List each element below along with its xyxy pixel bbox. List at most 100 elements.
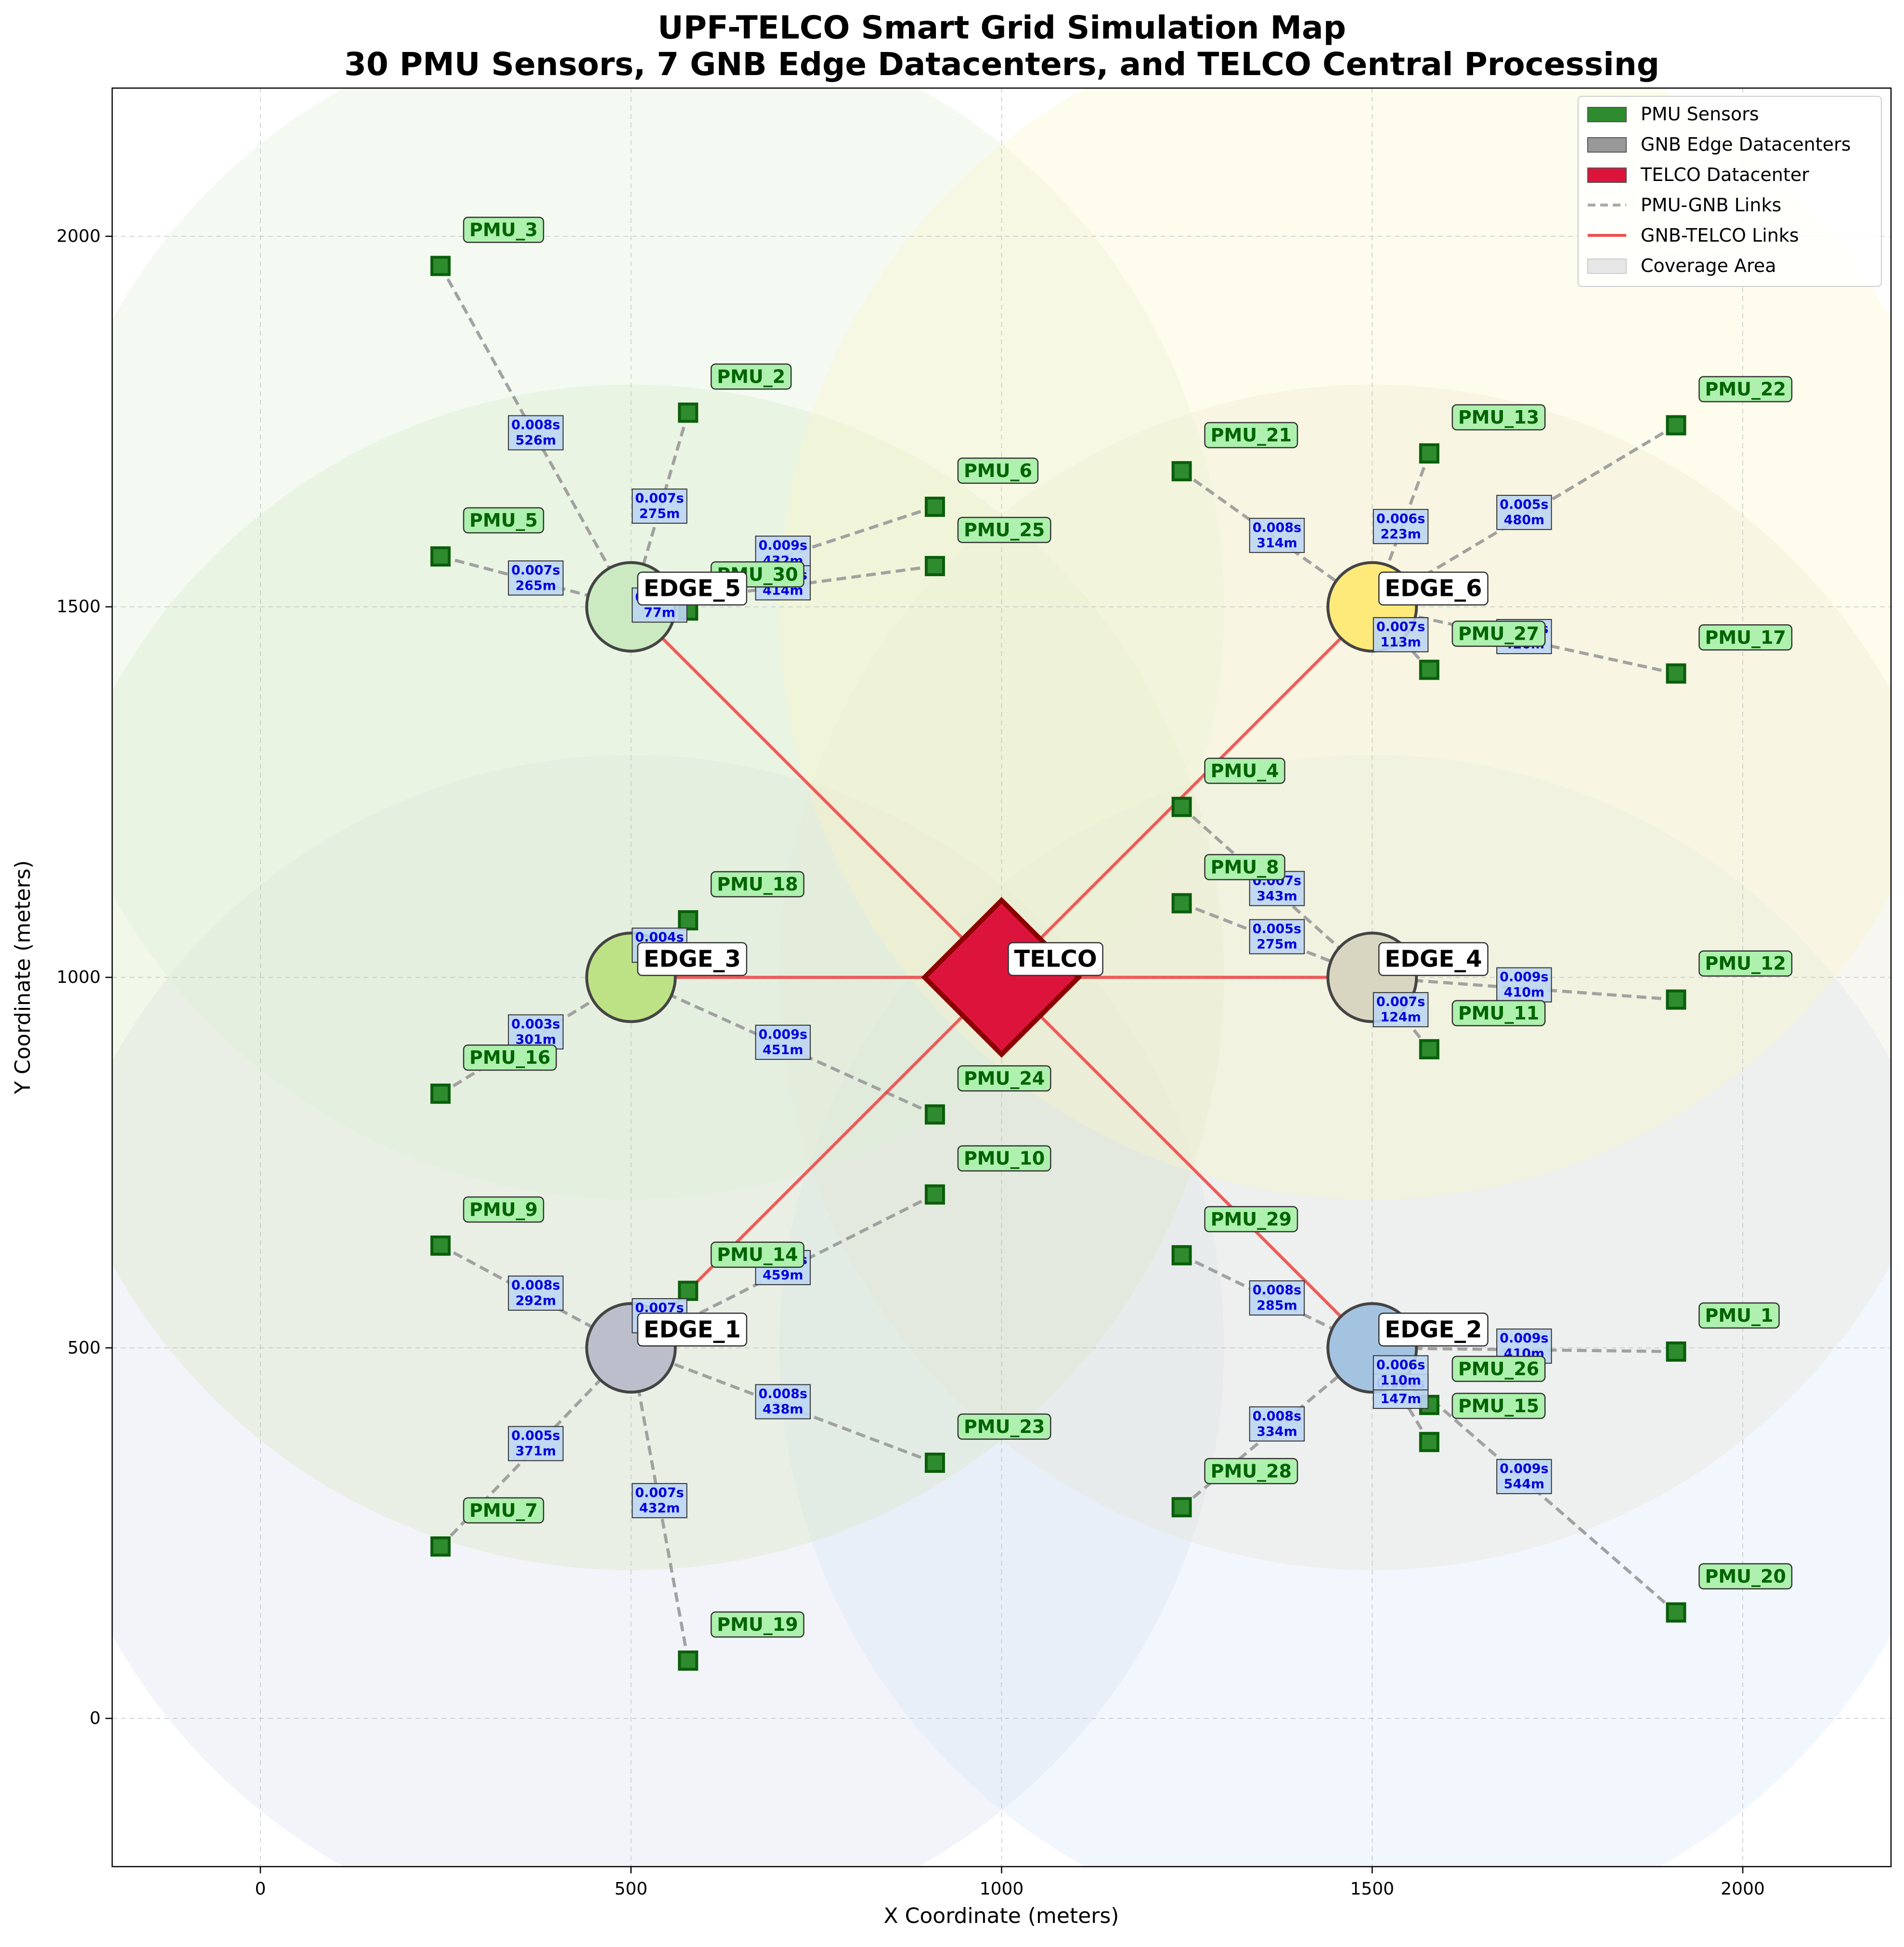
pmu-marker-pmu_15 bbox=[1419, 1431, 1439, 1452]
pmu-label-pmu_10-background bbox=[957, 1145, 1051, 1172]
pmu-label-pmu_27-box: PMU_27 bbox=[1451, 620, 1546, 647]
edge-label-edge_3: EDGE_3 bbox=[644, 946, 741, 973]
edge-label-edge_4-box: EDGE_4 bbox=[1378, 942, 1489, 976]
pmu-marker-pmu_10 bbox=[924, 1184, 945, 1205]
pmu-label-pmu_24-box: PMU_24 bbox=[957, 1065, 1051, 1092]
edge-label-edge_6-box: EDGE_6 bbox=[1378, 571, 1489, 606]
legend-label: TELCO Datacenter bbox=[1640, 164, 1809, 185]
x-axis-label: X Coordinate (meters) bbox=[884, 1904, 1119, 1928]
pmu-label-pmu_5-background bbox=[463, 507, 544, 534]
pmu-label-pmu_9-background bbox=[463, 1196, 544, 1223]
edge-label-edge_1-background bbox=[637, 1313, 748, 1347]
pmu-label-pmu_14-box: PMU_14 bbox=[711, 1241, 804, 1268]
link-latency: 0.009s bbox=[1500, 970, 1548, 985]
pmu-marker-pmu_1 bbox=[1666, 1341, 1686, 1362]
pmu-marker-pmu_29 bbox=[1171, 1245, 1192, 1265]
edge-label-edge_1: EDGE_1 bbox=[644, 1316, 741, 1343]
link-label-background bbox=[1249, 919, 1305, 954]
link-distance: 314m bbox=[1256, 536, 1297, 551]
x-tick-label: 1000 bbox=[980, 1879, 1024, 1899]
pmu-label-pmu_10: PMU_10 bbox=[964, 1148, 1045, 1169]
pmu-label-pmu_22-background bbox=[1698, 376, 1793, 402]
link-label-background bbox=[1373, 617, 1429, 653]
pmu-label-pmu_27: PMU_27 bbox=[1458, 623, 1539, 645]
pmu-marker-pmu_14 bbox=[678, 1280, 699, 1301]
legend-label: GNB-TELCO Links bbox=[1641, 225, 1799, 246]
link-latency: 0.009s bbox=[759, 538, 807, 553]
pmu-label-pmu_24-background bbox=[957, 1065, 1051, 1092]
link-label-background bbox=[1496, 1459, 1552, 1495]
link-latency: 0.008s bbox=[759, 1387, 807, 1402]
link-latency: 0.009s bbox=[1500, 1331, 1548, 1346]
pmu-label-pmu_25: PMU_25 bbox=[964, 519, 1045, 541]
pmu-label-pmu_3-background bbox=[463, 217, 544, 243]
pmu-label-pmu_24: PMU_24 bbox=[964, 1068, 1045, 1089]
legend-swatch bbox=[1587, 168, 1627, 183]
chart-title: UPF-TELCO Smart Grid Simulation Map bbox=[658, 9, 1346, 46]
pmu-label-pmu_8: PMU_8 bbox=[1211, 857, 1279, 878]
y-tick-label: 1500 bbox=[56, 597, 101, 617]
pmu-label-pmu_1: PMU_1 bbox=[1705, 1305, 1774, 1326]
x-tick-label: 500 bbox=[614, 1879, 648, 1899]
pmu-marker-pmu_21 bbox=[1171, 461, 1192, 481]
pmu-label-pmu_2-box: PMU_2 bbox=[711, 363, 792, 390]
pmu-label-pmu_23-background bbox=[957, 1413, 1051, 1440]
pmu-marker-pmu_9 bbox=[430, 1235, 451, 1256]
link-latency: 0.008s bbox=[511, 418, 560, 433]
pmu-label-pmu_21-background bbox=[1204, 422, 1298, 449]
pmu-label-pmu_4-background bbox=[1204, 758, 1285, 784]
telco-link-edge_2 bbox=[1000, 976, 1373, 1349]
legend-box bbox=[1578, 96, 1882, 287]
pmu-label-pmu_12-background bbox=[1698, 950, 1793, 977]
pmu-label-pmu_11-background bbox=[1451, 1000, 1546, 1027]
node-labels: PMU_1 PMU_2 PMU_3 PMU_4 PMU_5 PMU_6 PMU_7 PMU_8… bbox=[463, 217, 1793, 1638]
pmu-label-pmu_21: PMU_21 bbox=[1211, 425, 1292, 446]
link-label-background bbox=[508, 1014, 564, 1050]
pmu-label-pmu_5-box: PMU_5 bbox=[463, 507, 544, 534]
edge-label-edge_3-background bbox=[637, 942, 748, 976]
pmu-label-pmu_14-background bbox=[711, 1241, 804, 1268]
pmu-label-pmu_15-background bbox=[1451, 1393, 1546, 1419]
pmu-label-pmu_19-box: PMU_19 bbox=[711, 1611, 804, 1638]
link-distance: 432m bbox=[639, 1501, 680, 1516]
link-label-background bbox=[632, 1483, 687, 1519]
link-latency: 0.007s bbox=[511, 563, 560, 578]
pmu-marker-pmu_12 bbox=[1666, 989, 1686, 1010]
legend-swatch bbox=[1587, 258, 1627, 274]
pmu-marker-pmu_25 bbox=[924, 556, 945, 577]
telco-label-box: TELCO bbox=[1008, 942, 1103, 976]
pmu-marker-pmu_19 bbox=[678, 1650, 699, 1671]
pmu-marker-pmu_5 bbox=[430, 546, 451, 567]
link-distance: 410m bbox=[1504, 985, 1545, 1000]
telco-link-edge_5 bbox=[630, 606, 1003, 979]
edge-label-edge_5: EDGE_5 bbox=[644, 575, 741, 602]
pmu-label-pmu_16: PMU_16 bbox=[469, 1047, 550, 1068]
pmu-label-pmu_1-background bbox=[1698, 1302, 1780, 1329]
pmu-label-pmu_6-box: PMU_6 bbox=[957, 457, 1039, 484]
pmu-marker-pmu_28 bbox=[1171, 1497, 1192, 1518]
pmu-link-pmu_23 bbox=[630, 1346, 936, 1464]
link-distance: 275m bbox=[1256, 937, 1297, 952]
pmu-label-pmu_12: PMU_12 bbox=[1705, 953, 1786, 974]
pmu-label-pmu_22: PMU_22 bbox=[1705, 379, 1786, 400]
link-latency: 0.007s bbox=[635, 491, 684, 506]
legend-swatch bbox=[1587, 137, 1627, 153]
pmu-marker-pmu_6 bbox=[924, 496, 945, 517]
link-latency: 0.006s bbox=[1376, 511, 1425, 526]
pmu-label-pmu_9-box: PMU_9 bbox=[463, 1196, 544, 1223]
pmu-label-pmu_26-background bbox=[1451, 1355, 1546, 1382]
pmu-marker-pmu_2 bbox=[678, 402, 699, 423]
link-distance: 110m bbox=[1380, 1373, 1421, 1388]
